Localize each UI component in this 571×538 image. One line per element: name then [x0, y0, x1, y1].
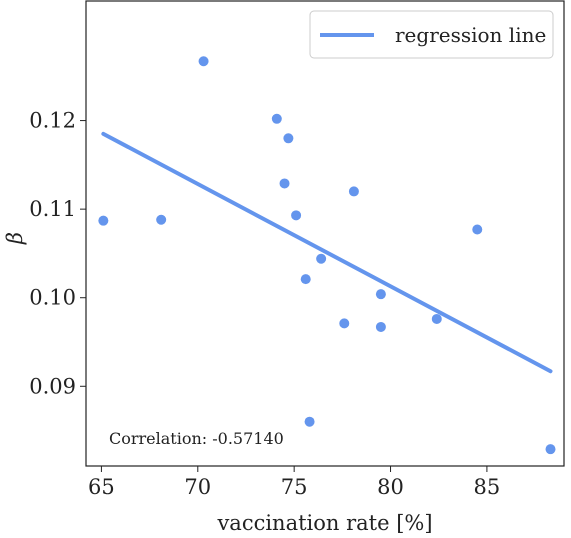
- correlation-annotation: Correlation: -0.57140: [109, 429, 284, 448]
- data-point: [98, 215, 109, 226]
- data-point: [545, 444, 556, 455]
- data-point: [316, 253, 327, 264]
- y-tick-label: 0.11: [29, 197, 76, 221]
- data-point: [431, 313, 442, 324]
- data-point: [271, 113, 282, 124]
- y-axis: 0.09 0.10 0.11 0.12: [29, 109, 86, 398]
- x-axis: 65 70 75 80 85: [88, 466, 500, 499]
- x-axis-label: vaccination rate [%]: [216, 511, 432, 535]
- data-point: [291, 210, 302, 221]
- data-point: [156, 214, 167, 225]
- data-point: [304, 416, 315, 427]
- legend: regression line: [309, 10, 554, 59]
- plot-area-frame: [85, 0, 565, 467]
- data-points: [98, 56, 556, 455]
- y-tick-label: 0.12: [29, 109, 76, 133]
- data-point: [375, 321, 386, 332]
- data-point: [283, 133, 294, 144]
- data-point: [472, 224, 483, 235]
- y-axis-label: β: [3, 232, 27, 245]
- legend-label-regression-line: regression line: [395, 23, 546, 47]
- data-point: [375, 289, 386, 300]
- regression-line: [101, 131, 553, 374]
- x-tick-label: 70: [184, 475, 211, 499]
- data-point: [348, 186, 359, 197]
- x-tick-label: 80: [377, 475, 404, 499]
- x-tick-label: 85: [474, 475, 501, 499]
- legend-box: [309, 10, 554, 59]
- x-tick-label: 65: [88, 475, 115, 499]
- data-point: [279, 178, 290, 189]
- x-tick-label: 75: [281, 475, 308, 499]
- y-tick-label: 0.10: [29, 286, 76, 310]
- data-point: [198, 56, 209, 67]
- data-point: [300, 274, 311, 285]
- data-point: [339, 318, 350, 329]
- y-tick-label: 0.09: [29, 374, 76, 398]
